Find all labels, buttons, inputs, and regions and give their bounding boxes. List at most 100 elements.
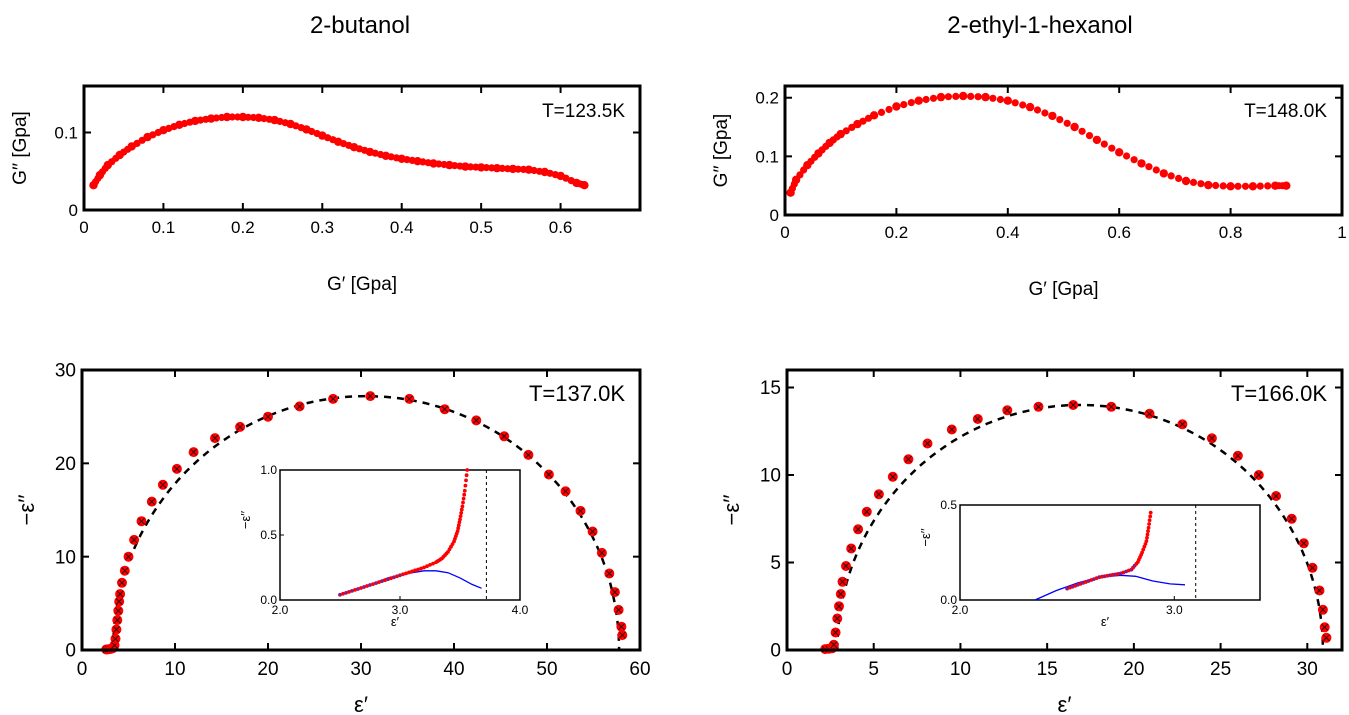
data-point-cross [1179,420,1186,428]
data-point [498,164,506,172]
x-tick-label: 0.2 [885,223,909,242]
data-point [1181,176,1191,186]
data-point [1137,159,1146,168]
inset-data-point [459,507,464,512]
data-point [952,92,960,100]
inset-data-point [458,514,463,518]
inset-data-point [460,504,465,509]
x-tick-label: 0.4 [390,218,414,237]
data-point-cross [329,395,337,403]
data-point-cross [875,490,883,498]
data-point-cross [589,528,596,535]
data-point [361,146,369,154]
data-point [822,142,830,150]
data-point-cross [264,413,272,421]
data-point-cross [112,635,119,643]
data-point [154,128,162,137]
data-point [435,160,443,168]
inset-data-point [1140,550,1144,555]
inset-x-axis-label: ε′ [391,614,400,629]
x-tick-label: 0.1 [152,218,176,237]
x-tick-label: 0.4 [996,223,1020,242]
data-point [790,180,798,188]
data-point-cross [618,631,626,639]
data-point-cross [545,471,553,478]
inset-y-axis-label: −ε′′ [918,528,933,547]
y-axis-label: G′′ [Gpa] [10,111,31,185]
data-point-cross [211,434,219,442]
data-point [508,164,518,174]
x-tick-label: 0 [782,659,793,680]
x-tick-label: 20 [257,659,278,680]
data-point [833,133,841,141]
data-point [1011,99,1019,107]
data-point-cross [889,473,897,481]
x-tick-label: 60 [629,659,650,680]
data-point-cross [115,598,123,605]
data-point-cross [1319,606,1327,614]
data-point [196,116,205,124]
data-point [1204,180,1213,190]
inset-data-point [459,511,464,515]
data-point [869,111,879,120]
inset-x-tick-label: 2.0 [272,603,289,617]
data-point-cross [1316,587,1323,594]
x-axis-label: ε′ [1058,692,1072,715]
data-point [1003,96,1012,105]
data-point [578,180,586,188]
data-point [467,163,475,171]
inset-x-tick-label: 2.0 [952,603,969,617]
inset-data-point [347,590,351,594]
data-point [1123,152,1131,160]
data-point [419,158,427,166]
data-point [482,164,490,172]
x-tick-label: 0 [780,223,789,242]
plot-frame [82,84,642,212]
inset-data-point [356,587,360,591]
inset-data-point [1146,529,1150,533]
inset-plot: 2.0 3.0 4.0 0.0 0.5 1.0 ε′ −ε′′ [238,463,529,629]
data-point [440,160,448,169]
y-tick-label: 0 [65,641,76,662]
column-title-left: 2-butanol [309,12,411,39]
data-point-cross [236,423,244,431]
inset-data-point [386,577,390,582]
data-point [313,129,321,138]
data-point [1219,182,1227,190]
inset-x-axis-label: ε′ [1101,614,1110,629]
temperature-annotation: T=123.5K [542,101,625,122]
x-tick-label: 0 [77,659,88,680]
data-point [403,156,411,164]
x-axis-label: ε′ [354,692,368,715]
x-tick-label: 10 [164,659,185,680]
inset-frame [279,469,521,601]
data-point [456,162,464,170]
inset-data-point [416,567,420,572]
data-point [249,113,257,122]
data-point [848,123,856,131]
data-point [892,102,901,111]
x-tick-label: 30 [350,659,371,680]
y-axis-label: −ε′′ [14,495,39,526]
data-point-cross [159,481,167,489]
data-point [1189,178,1198,186]
data-point-cross [138,517,145,525]
inset-data-point [461,496,466,501]
inset-data-point [1147,522,1151,526]
data-point [1197,180,1205,188]
data-point [842,127,850,135]
data-point [101,164,109,172]
data-point [796,171,804,179]
inset-data-point [365,584,369,588]
x-tick-label: 0.5 [469,218,493,237]
data-point-cross [118,579,126,587]
x-axis-label: G′ [Gpa] [1028,279,1098,300]
data-point [170,123,178,131]
y-axis-label: G′′ [Gpa] [711,114,732,188]
y-tick-label: 0 [69,201,78,220]
data-point-cross [948,426,956,433]
data-point-cross [905,455,912,463]
data-point-cross [1272,492,1280,500]
data-point-cross [472,417,480,424]
